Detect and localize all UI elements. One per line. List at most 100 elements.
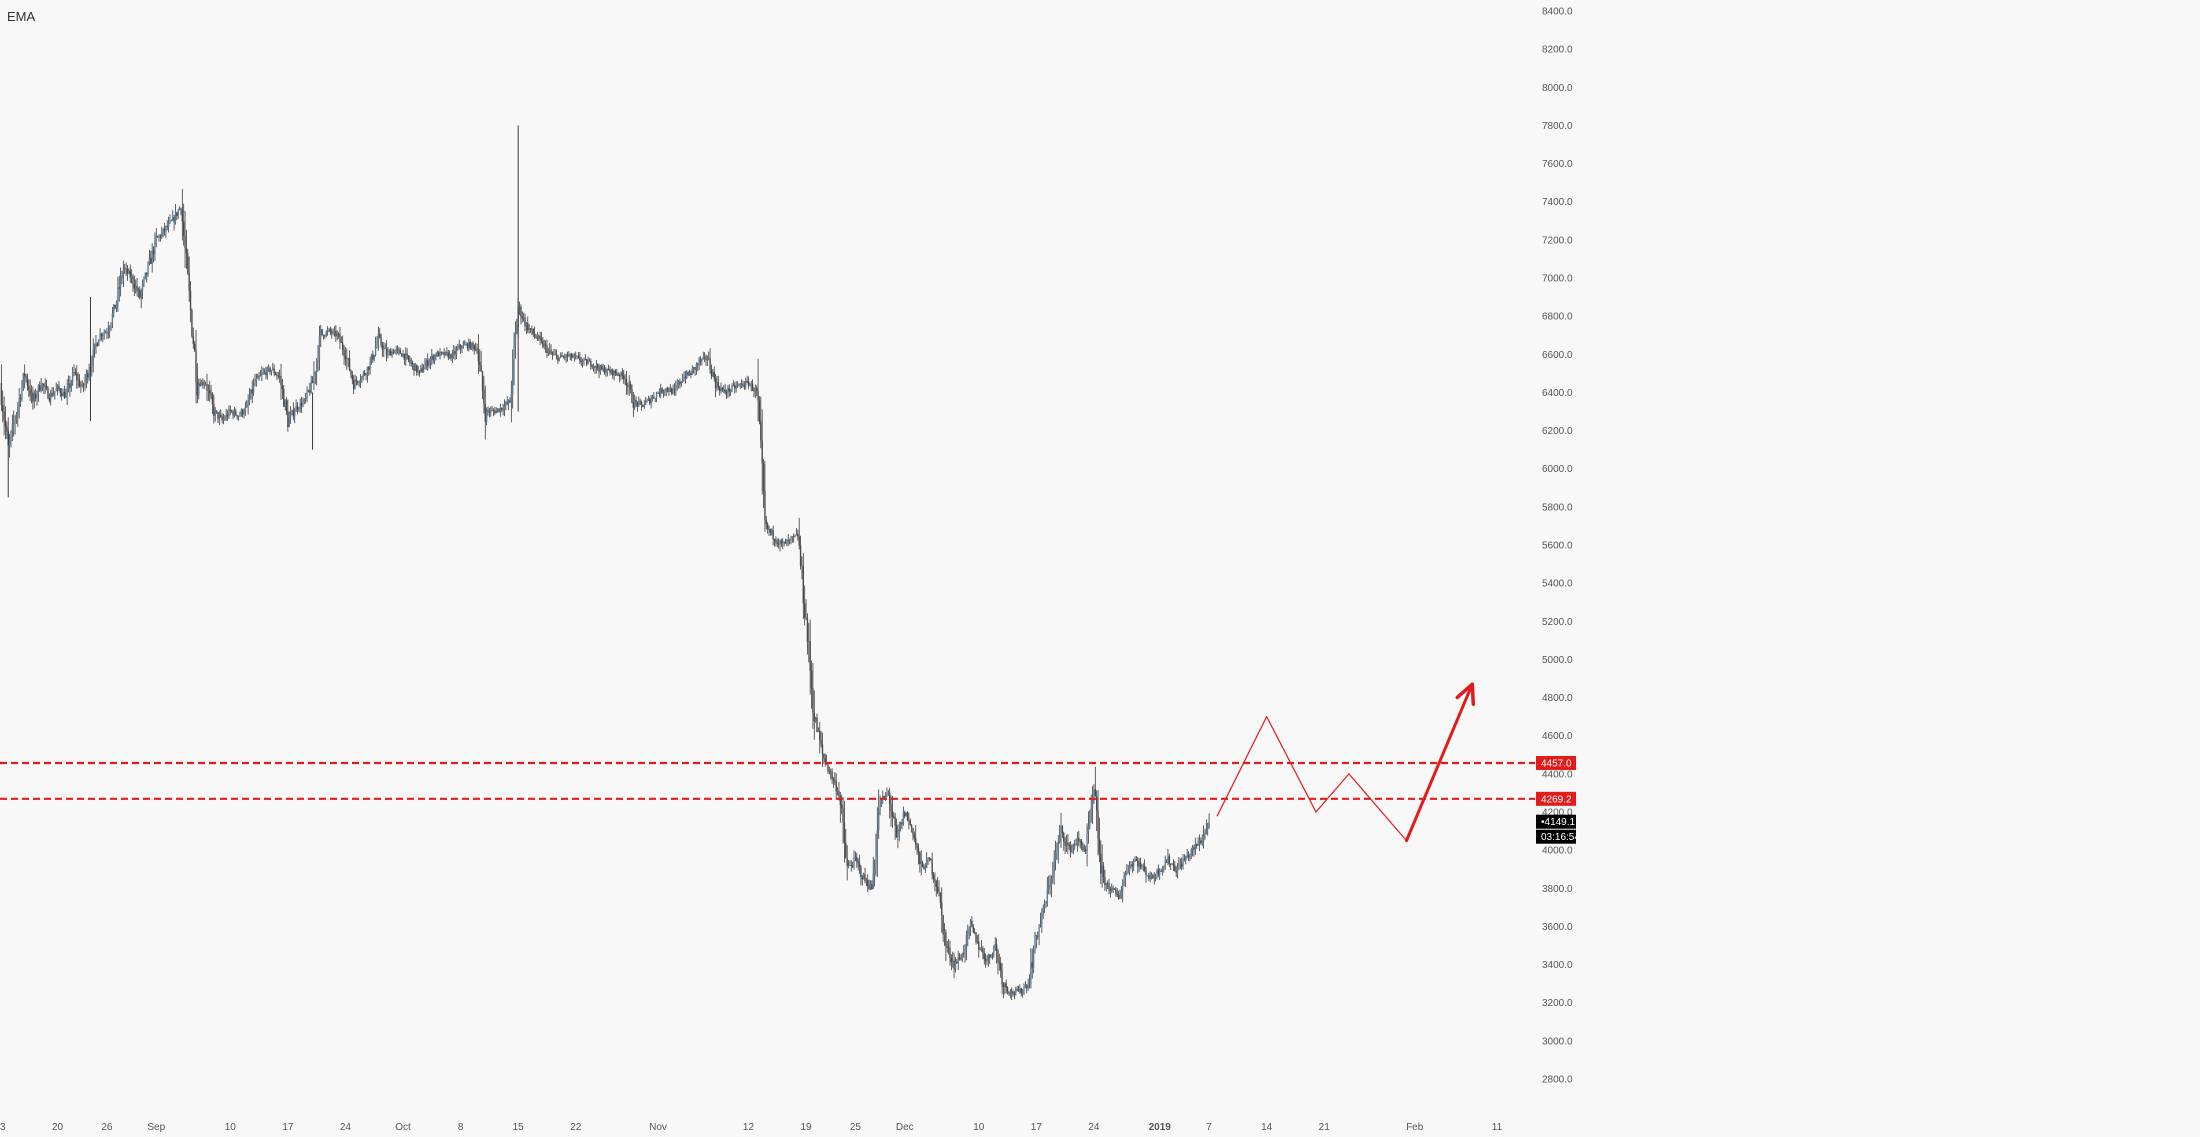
- candle-body: [768, 529, 770, 530]
- candle-body: [1169, 863, 1172, 865]
- candle-body: [756, 388, 758, 391]
- candle-body: [77, 379, 79, 381]
- candle-body: [1143, 866, 1146, 870]
- x-tick-label: 13: [0, 1122, 6, 1133]
- candle-body: [529, 328, 532, 330]
- candle-body: [485, 409, 488, 422]
- candle-body: [864, 874, 866, 882]
- candle-body: [640, 402, 643, 405]
- candle-body: [577, 356, 580, 358]
- candle-body: [159, 235, 162, 238]
- candle-body: [292, 410, 295, 417]
- candle-body: [329, 328, 332, 332]
- candle-body: [987, 954, 990, 961]
- candle-body: [321, 329, 323, 335]
- candle-body: [614, 370, 617, 374]
- candle-body: [725, 392, 728, 394]
- candle-body: [629, 384, 632, 390]
- candle-body: [935, 881, 937, 887]
- candle-body: [1189, 853, 1191, 858]
- level-price-tag-bg: [1536, 755, 1576, 770]
- indicator-label[interactable]: EMA: [7, 9, 36, 24]
- candle-body: [257, 376, 259, 379]
- candle-body: [325, 331, 327, 336]
- candle-body: [124, 268, 126, 270]
- candle-body: [313, 374, 315, 384]
- candle-body: [466, 343, 469, 349]
- candle-body: [350, 370, 352, 375]
- candle-body: [968, 928, 970, 930]
- candle-body: [410, 362, 412, 364]
- candle-body: [376, 342, 378, 348]
- candle-body: [1075, 844, 1077, 846]
- x-tick-label: 7: [1206, 1122, 1212, 1133]
- candle-body: [690, 372, 692, 375]
- candle-body: [409, 359, 411, 363]
- candle-body: [1164, 862, 1166, 867]
- candle-body: [1009, 993, 1012, 995]
- candle-body: [1108, 883, 1110, 890]
- candle-body: [1104, 877, 1106, 886]
- candle-body: [1031, 962, 1033, 968]
- candle-body: [469, 341, 471, 349]
- candle-body: [143, 277, 145, 284]
- y-tick-label: 4800.0: [1542, 693, 1573, 704]
- candle-body: [528, 328, 530, 331]
- candle-body: [258, 376, 260, 377]
- candle-body: [904, 812, 906, 817]
- candle-body: [1179, 863, 1181, 865]
- candle-body: [714, 378, 717, 389]
- candle-body: [1120, 890, 1123, 898]
- candle-body: [891, 811, 894, 817]
- projection-drawing: [1216, 682, 1476, 843]
- candle-body: [1028, 983, 1031, 985]
- candle-body: [107, 331, 109, 334]
- candle-body: [228, 409, 230, 417]
- candle-body: [538, 336, 540, 339]
- candle-body: [1148, 875, 1150, 878]
- candle-body: [695, 363, 698, 370]
- y-tick-label: 4200.0: [1542, 808, 1573, 819]
- candle-body: [284, 400, 286, 407]
- candle-body: [166, 226, 168, 228]
- x-tick-label: 10: [973, 1122, 985, 1133]
- candle-body: [451, 353, 454, 359]
- candle-body: [1041, 915, 1043, 925]
- candle-body: [277, 375, 279, 377]
- candle-body: [910, 824, 913, 828]
- candle-body: [429, 359, 432, 363]
- candle-body: [721, 388, 724, 391]
- candle-body: [344, 355, 347, 360]
- candle-body: [332, 330, 334, 334]
- candle-body: [638, 401, 640, 406]
- candle-body: [579, 356, 581, 361]
- candle-body: [793, 536, 795, 538]
- candle-body: [982, 948, 984, 954]
- candle-body: [799, 545, 802, 566]
- candle-body: [805, 617, 807, 619]
- candle-body: [680, 381, 683, 385]
- candle-body: [135, 286, 137, 289]
- candle-body: [342, 342, 344, 351]
- candle-body: [1190, 849, 1192, 854]
- candle-body: [373, 354, 375, 360]
- candle-body: [191, 310, 193, 336]
- candle-body: [73, 371, 75, 373]
- candle-body: [502, 409, 504, 411]
- candle-body: [969, 920, 972, 929]
- candle-body: [503, 405, 506, 410]
- candle-body: [524, 317, 526, 327]
- candle-body: [487, 409, 489, 412]
- candle-body: [196, 382, 199, 396]
- candle-body: [458, 345, 460, 349]
- candle-body: [1167, 856, 1169, 863]
- candle-body: [188, 273, 190, 291]
- candle-body: [702, 356, 704, 359]
- candle-body: [477, 351, 480, 362]
- candle-body: [513, 345, 515, 360]
- candle-body: [623, 375, 625, 380]
- candle-body: [236, 415, 238, 417]
- candle-body: [990, 954, 992, 958]
